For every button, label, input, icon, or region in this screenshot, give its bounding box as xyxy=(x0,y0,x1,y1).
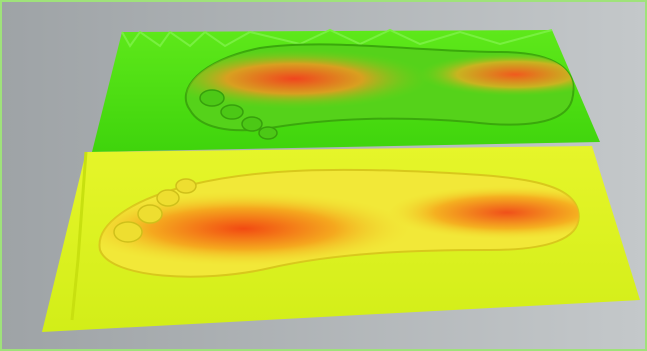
green-slab-ridge xyxy=(121,28,553,48)
green-foot-ball-pressure xyxy=(185,44,574,131)
yellow-foot-ball-pressure xyxy=(99,169,579,277)
green-toes xyxy=(199,89,278,140)
yellow-toes xyxy=(113,178,197,243)
yellow-slab-left-edge xyxy=(70,151,88,321)
